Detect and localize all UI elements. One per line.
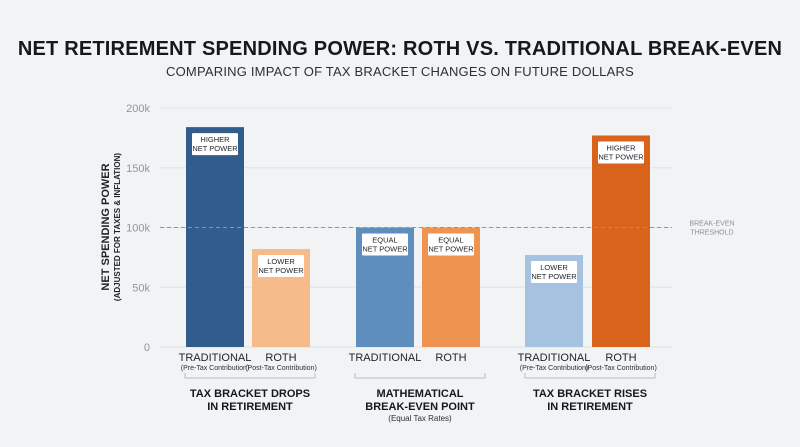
chart-title: NET RETIREMENT SPENDING POWER: ROTH VS. … bbox=[17, 38, 783, 60]
bar-label: EQUAL bbox=[372, 236, 397, 245]
x-category-label: TRADITIONAL bbox=[518, 352, 591, 364]
x-category-sublabel: (Pre-Tax Contribution) bbox=[181, 365, 249, 372]
bar-label: LOWER bbox=[267, 257, 295, 266]
bar-label: HIGHER bbox=[606, 143, 636, 152]
y-tick-label: 50k bbox=[132, 282, 150, 294]
x-category-label: ROTH bbox=[605, 352, 636, 364]
x-category-label: ROTH bbox=[435, 352, 466, 364]
bar-label-box bbox=[258, 255, 304, 278]
x-category-label: TRADITIONAL bbox=[179, 352, 252, 364]
x-category-sublabel: (Pre-Tax Contribution) bbox=[520, 365, 588, 372]
y-axis-subtitle: (ADJUSTED FOR TAXES & INFLATION) bbox=[113, 153, 122, 301]
y-tick-label: 100k bbox=[126, 223, 150, 235]
bar-label: NET POWER bbox=[258, 266, 304, 275]
y-tick-label: 150k bbox=[126, 163, 150, 175]
x-category-label: TRADITIONAL bbox=[349, 352, 422, 364]
y-axis-title: NET SPENDING POWER bbox=[100, 163, 112, 290]
bar-label: NET POWER bbox=[362, 245, 408, 254]
bar-label-box bbox=[192, 133, 238, 156]
group-label: IN RETIREMENT bbox=[207, 401, 293, 413]
group-label: BREAK-EVEN POINT bbox=[365, 401, 475, 413]
group-label: TAX BRACKET RISES bbox=[533, 388, 647, 400]
break-even-label: BREAK-EVEN bbox=[689, 221, 734, 228]
group-label: IN RETIREMENT bbox=[547, 401, 633, 413]
bar-label: LOWER bbox=[540, 263, 568, 272]
group-label: TAX BRACKET DROPS bbox=[190, 388, 310, 400]
y-tick-label: 0 bbox=[144, 342, 150, 354]
bar bbox=[592, 135, 650, 347]
group-bracket bbox=[524, 373, 656, 379]
y-tick-label: 200k bbox=[126, 103, 150, 115]
bar-label: NET POWER bbox=[598, 152, 644, 161]
x-category-sublabel: (Post-Tax Contribution) bbox=[585, 365, 657, 372]
bar-label: EQUAL bbox=[438, 236, 463, 245]
bar-label-box bbox=[598, 141, 644, 164]
x-category-label: ROTH bbox=[265, 352, 296, 364]
group-label: MATHEMATICAL bbox=[377, 388, 464, 400]
bar-label: NET POWER bbox=[531, 272, 577, 281]
group-bracket bbox=[184, 373, 316, 379]
bar-label: NET POWER bbox=[192, 144, 238, 153]
group-bracket bbox=[354, 373, 486, 379]
group-note: (Equal Tax Rates) bbox=[388, 414, 452, 423]
bar-label: HIGHER bbox=[200, 135, 230, 144]
bar-label: NET POWER bbox=[428, 245, 474, 254]
bar bbox=[186, 127, 244, 348]
x-category-sublabel: (Post-Tax Contribution) bbox=[245, 365, 317, 372]
bar-label-box bbox=[531, 260, 577, 283]
bar-label-box bbox=[362, 233, 408, 256]
break-even-label: THRESHOLD bbox=[690, 230, 733, 237]
bar-label-box bbox=[428, 233, 474, 256]
chart-subtitle: COMPARING IMPACT OF TAX BRACKET CHANGES … bbox=[166, 64, 634, 79]
